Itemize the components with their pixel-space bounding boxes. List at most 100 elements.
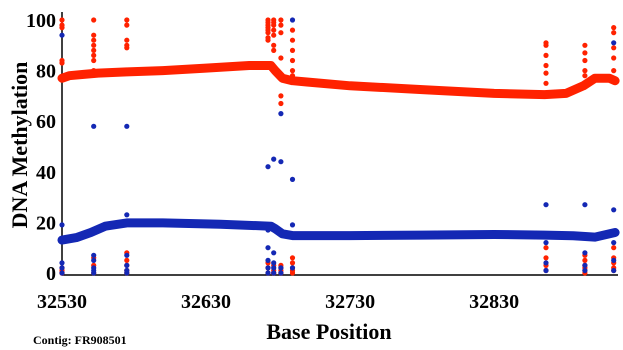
red-data-point [91, 42, 97, 48]
blue-data-point [278, 265, 284, 271]
red-data-point [91, 32, 97, 38]
red-data-point [611, 55, 617, 61]
blue-data-point [278, 159, 284, 165]
red-trend-line [57, 61, 620, 100]
red-data-point [582, 42, 588, 48]
blue-data-point [582, 267, 588, 274]
data-points [59, 17, 617, 276]
red-data-point [543, 80, 549, 86]
blue-data-point [543, 260, 549, 266]
red-data-point [611, 30, 617, 36]
blue-data-point [124, 252, 130, 258]
red-data-point [582, 68, 588, 74]
y-tick-label: 80 [36, 61, 56, 83]
blue-data-point [289, 265, 296, 271]
red-data-point [278, 100, 284, 107]
red-data-point [611, 68, 617, 74]
red-data-point [124, 17, 130, 23]
blue-data-point [124, 212, 130, 218]
y-tick-label: 20 [36, 212, 56, 234]
blue-data-point [271, 260, 277, 266]
y-tick-label: 0 [46, 263, 56, 285]
blue-data-point [59, 265, 65, 271]
blue-data-point [289, 176, 296, 182]
red-data-point [289, 260, 296, 266]
blue-data-point [271, 270, 277, 276]
red-data-point [124, 37, 130, 43]
y-tick-label: 100 [26, 10, 56, 32]
red-data-point [91, 68, 97, 74]
red-data-point [289, 73, 296, 79]
blue-data-point [265, 257, 271, 263]
red-data-point [278, 55, 284, 61]
red-data-point [611, 245, 617, 251]
blue-data-point [611, 207, 617, 213]
red-data-point [59, 17, 65, 23]
red-data-point [582, 73, 588, 79]
blue-data-point [611, 240, 617, 246]
red-data-point [543, 70, 549, 76]
blue-data-point [265, 245, 271, 251]
blue-data-point [91, 252, 97, 258]
red-data-point [91, 37, 97, 43]
red-data-point [278, 30, 284, 36]
blue-data-point [543, 240, 549, 246]
blue-data-point [59, 270, 65, 276]
red-data-point [289, 255, 296, 261]
red-data-point [271, 42, 277, 48]
red-data-point [91, 47, 97, 54]
y-tick-label: 60 [36, 111, 56, 133]
red-data-point [289, 37, 296, 43]
red-data-point [271, 27, 277, 33]
red-data-point [91, 17, 97, 23]
blue-data-point [124, 262, 130, 268]
red-data-point [271, 47, 277, 54]
red-data-point [611, 25, 617, 31]
blue-data-point [59, 222, 65, 228]
red-data-point [543, 52, 549, 59]
red-data-point [289, 270, 296, 276]
blue-trend-line [57, 218, 620, 245]
red-data-point [543, 93, 549, 99]
blue-data-point [543, 267, 549, 274]
red-data-point [543, 42, 549, 48]
blue-data-point [582, 262, 588, 268]
blue-data-point [543, 202, 549, 208]
blue-data-point [582, 250, 588, 256]
red-data-point [289, 68, 296, 74]
red-data-point [582, 257, 588, 263]
red-data-point [124, 68, 130, 74]
red-data-point [271, 32, 277, 38]
blue-data-point [124, 123, 130, 129]
red-data-point [59, 60, 65, 66]
blue-data-point [611, 257, 617, 263]
red-data-point [124, 45, 130, 51]
red-data-point [271, 22, 277, 28]
y-tick-labels: 0 20 40 60 80 100 [26, 10, 56, 285]
contig-label: Contig: FR908501 [33, 333, 127, 347]
red-data-point [543, 62, 549, 69]
blue-data-point [265, 227, 271, 233]
blue-data-point [289, 222, 296, 228]
red-data-point [91, 52, 97, 59]
red-data-point [543, 245, 549, 251]
x-tick-label: 32530 [37, 291, 87, 313]
blue-data-point [271, 265, 277, 271]
red-data-point [124, 257, 130, 263]
red-data-point [582, 57, 588, 64]
red-data-point [278, 17, 284, 23]
red-data-point [278, 22, 284, 28]
red-data-point [289, 27, 296, 33]
blue-data-point [124, 270, 130, 276]
blue-data-point [289, 17, 296, 23]
x-tick-label: 32730 [325, 291, 375, 313]
red-data-point [289, 47, 296, 54]
blue-data-point [59, 260, 65, 266]
red-data-point [611, 78, 617, 84]
x-tick-label: 32630 [181, 291, 231, 313]
blue-data-point [611, 40, 617, 46]
blue-data-point [278, 270, 284, 276]
blue-data-point [265, 164, 271, 170]
red-data-point [124, 22, 130, 28]
blue-data-point [59, 32, 65, 38]
